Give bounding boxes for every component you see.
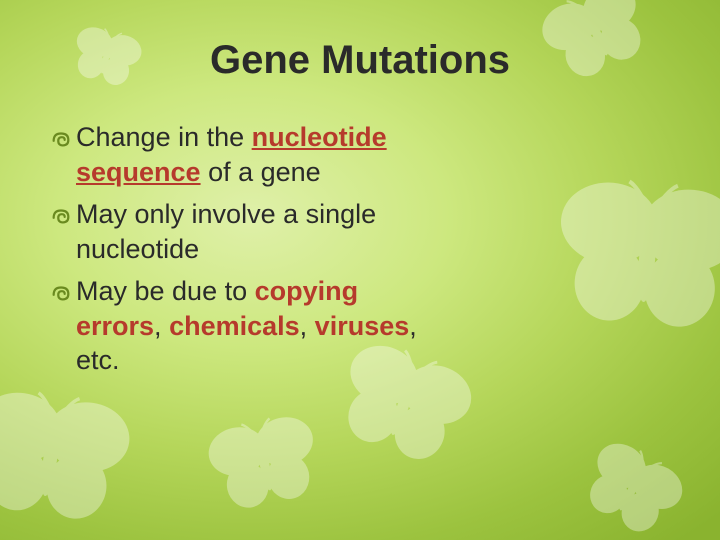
swirl-icon	[50, 278, 72, 313]
bullet-item: May only involve a single nucleotide	[50, 197, 450, 266]
butterfly-decoration	[565, 430, 695, 540]
bullet-text: May be due to copying errors, chemicals,…	[76, 274, 450, 378]
plain-text: Change in the	[76, 122, 252, 152]
butterfly-decoration	[545, 170, 720, 361]
bullet-item: Change in the nucleotide sequence of a g…	[50, 120, 450, 189]
plain-text: ,	[300, 311, 315, 341]
swirl-icon	[50, 124, 72, 159]
bullet-text: May only involve a single nucleotide	[76, 197, 450, 266]
butterfly-decoration	[0, 380, 139, 540]
butterfly-decoration	[200, 407, 331, 532]
plain-text: ,	[154, 311, 169, 341]
bullet-text: Change in the nucleotide sequence of a g…	[76, 120, 450, 189]
emphasis-text: viruses	[315, 311, 410, 341]
bullet-item: May be due to copying errors, chemicals,…	[50, 274, 450, 378]
slide-body: Change in the nucleotide sequence of a g…	[50, 120, 450, 386]
plain-text: May only involve a single nucleotide	[76, 199, 376, 264]
slide-title: Gene Mutations	[0, 38, 720, 83]
swirl-icon	[50, 201, 72, 236]
emphasis-text: chemicals	[169, 311, 300, 341]
plain-text: of a gene	[201, 157, 321, 187]
slide: Gene Mutations Change in the nucleotide …	[0, 0, 720, 540]
plain-text: May be due to	[76, 276, 255, 306]
